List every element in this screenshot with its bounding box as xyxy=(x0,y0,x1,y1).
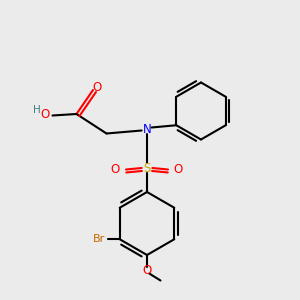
Text: O: O xyxy=(92,81,101,94)
Text: O: O xyxy=(40,108,50,121)
Text: Br: Br xyxy=(93,234,105,244)
Text: H: H xyxy=(33,105,41,115)
Text: S: S xyxy=(143,161,151,175)
Text: O: O xyxy=(142,263,152,277)
Text: N: N xyxy=(142,122,152,136)
Text: O: O xyxy=(174,163,183,176)
Text: O: O xyxy=(111,163,120,176)
